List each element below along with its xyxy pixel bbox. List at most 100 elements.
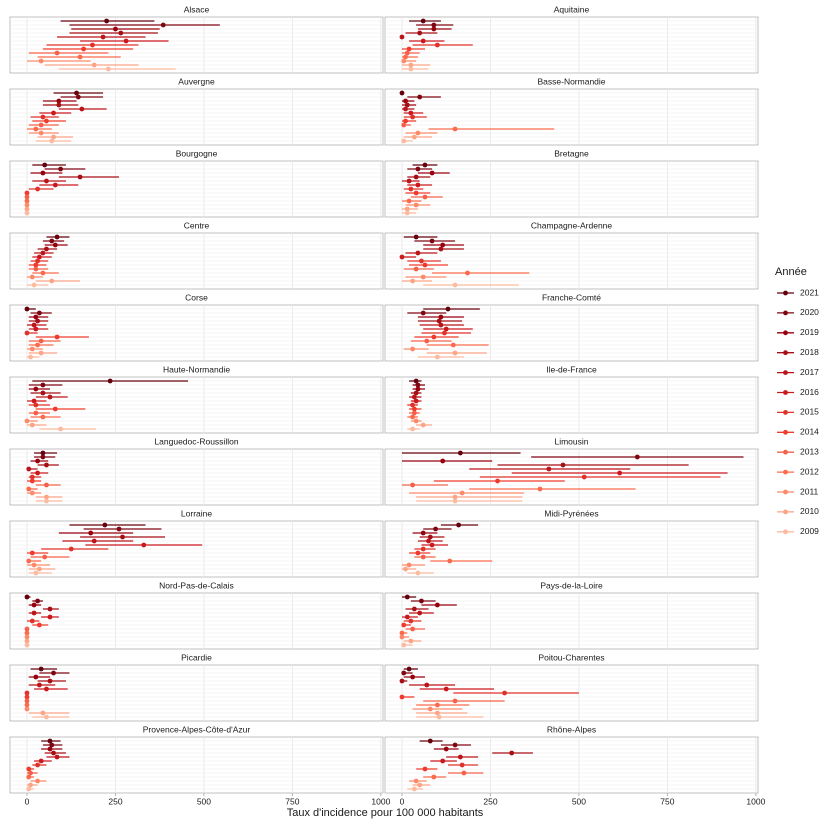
point: [40, 414, 46, 420]
point: [33, 402, 39, 408]
point: [399, 254, 405, 260]
point: [26, 466, 32, 472]
point: [408, 186, 414, 192]
point: [429, 542, 435, 548]
point: [100, 34, 106, 40]
point: [29, 346, 35, 352]
point: [26, 774, 32, 780]
facet-title: Nord-Pas-de-Calais: [159, 580, 234, 590]
point: [35, 318, 41, 324]
point: [438, 246, 444, 252]
point: [54, 234, 60, 240]
point: [38, 338, 44, 344]
point: [403, 54, 408, 60]
legend-label: 2016: [800, 387, 819, 397]
point: [459, 490, 465, 496]
x-axis-title: Taux d'incidence pour 100 000 habitants: [287, 807, 484, 819]
point: [436, 714, 442, 720]
point: [33, 326, 39, 332]
point: [44, 118, 49, 124]
point: [408, 618, 414, 624]
point: [415, 250, 421, 256]
facet-title: Midi-Pyrénées: [544, 508, 598, 518]
point: [634, 454, 640, 460]
point: [404, 50, 410, 56]
point: [107, 378, 113, 384]
point: [411, 406, 417, 412]
point: [47, 614, 53, 620]
point: [54, 334, 60, 340]
facet-title: Provence-Alpes-Côte-d'Azur: [143, 724, 251, 734]
point: [440, 458, 446, 464]
point: [24, 690, 30, 696]
point: [399, 634, 405, 640]
point: [415, 182, 421, 188]
legend-label: 2009: [800, 526, 819, 536]
point: [54, 50, 60, 56]
point: [44, 462, 49, 468]
point: [24, 594, 30, 600]
point: [429, 170, 435, 176]
point: [28, 782, 33, 788]
point: [419, 258, 424, 264]
facet-title: Haute-Normandie: [163, 364, 230, 374]
legend-point: [783, 449, 788, 455]
x-tick-label: 500: [197, 796, 211, 806]
point: [33, 410, 39, 416]
x-tick-label: 250: [483, 796, 497, 806]
legend-label: 2013: [800, 446, 819, 456]
point: [24, 418, 30, 424]
point: [79, 106, 85, 112]
point: [404, 614, 410, 620]
legend-point: [783, 529, 788, 535]
x-tick-label: 0: [25, 796, 30, 806]
point: [440, 242, 446, 248]
point: [91, 62, 97, 68]
point: [617, 470, 623, 476]
point: [413, 378, 419, 384]
facet-title: Picardie: [181, 652, 212, 662]
point: [113, 26, 118, 32]
point: [31, 610, 37, 616]
point: [123, 38, 129, 44]
x-tick-label: 500: [572, 796, 586, 806]
point: [410, 626, 416, 632]
point: [31, 322, 37, 328]
point: [33, 262, 39, 268]
point: [44, 686, 49, 692]
point: [424, 338, 430, 344]
point: [24, 190, 30, 196]
point: [509, 750, 515, 756]
point: [452, 350, 458, 356]
point: [52, 182, 58, 188]
legend-label: 2012: [800, 466, 819, 476]
point: [406, 666, 412, 672]
point: [403, 566, 408, 572]
point: [38, 350, 44, 356]
point: [29, 478, 35, 484]
point: [415, 386, 421, 392]
facet-title: Ile-de-France: [546, 364, 597, 374]
point: [36, 682, 42, 688]
point: [35, 258, 41, 264]
point: [24, 202, 30, 208]
point: [38, 666, 44, 672]
point: [434, 702, 440, 708]
facet-title: Limousin: [554, 436, 588, 446]
point: [420, 310, 426, 316]
point: [44, 178, 49, 184]
point: [24, 330, 30, 336]
point: [581, 474, 587, 480]
point: [24, 694, 30, 700]
point: [29, 490, 35, 496]
point: [40, 390, 46, 396]
point: [24, 206, 30, 212]
facet-title: Basse-Normandie: [537, 76, 605, 86]
facet-title: Bretagne: [554, 148, 589, 158]
point: [24, 626, 30, 632]
facet-title: Franche-Comté: [542, 292, 601, 302]
point: [452, 698, 458, 704]
point: [36, 622, 42, 628]
point: [422, 194, 428, 200]
point: [443, 326, 449, 332]
